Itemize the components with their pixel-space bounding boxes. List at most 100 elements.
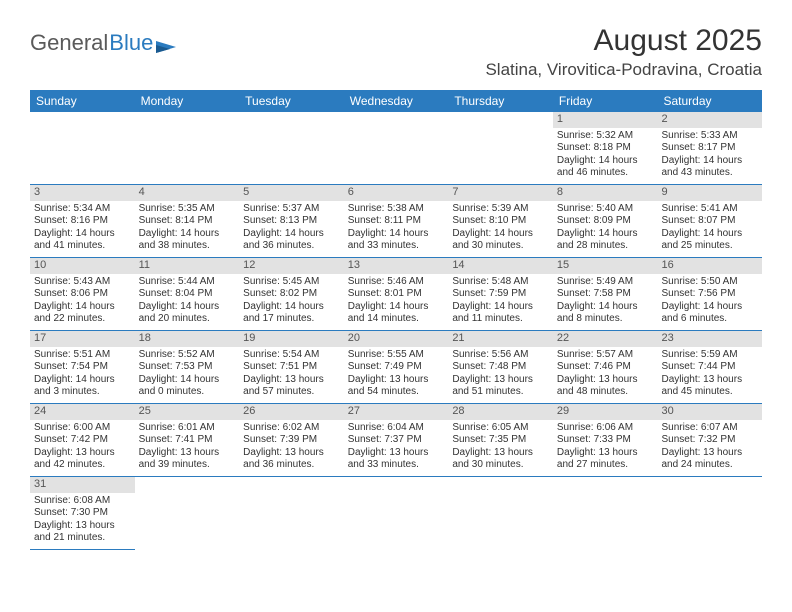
day-body: Sunrise: 5:38 AMSunset: 8:11 PMDaylight:… — [344, 201, 449, 257]
day-sunset: Sunset: 7:35 PM — [452, 434, 549, 447]
day-daylight1: Daylight: 14 hours — [243, 301, 340, 314]
day-sunset: Sunset: 7:49 PM — [348, 361, 445, 374]
day-sunrise: Sunrise: 5:52 AM — [139, 349, 236, 362]
day-sunrise: Sunrise: 5:45 AM — [243, 276, 340, 289]
day-body: Sunrise: 5:39 AMSunset: 8:10 PMDaylight:… — [448, 201, 553, 257]
calendar-cell — [553, 477, 658, 550]
day-header-row: Sunday Monday Tuesday Wednesday Thursday… — [30, 90, 762, 112]
day-daylight1: Daylight: 13 hours — [34, 447, 131, 460]
day-body: Sunrise: 5:40 AMSunset: 8:09 PMDaylight:… — [553, 201, 658, 257]
day-number: 22 — [553, 331, 658, 347]
day-number: 3 — [30, 185, 135, 201]
week-row: 31Sunrise: 6:08 AMSunset: 7:30 PMDayligh… — [30, 477, 762, 550]
day-sunrise: Sunrise: 5:41 AM — [661, 203, 758, 216]
day-sunset: Sunset: 8:01 PM — [348, 288, 445, 301]
calendar-cell: 20Sunrise: 5:55 AMSunset: 7:49 PMDayligh… — [344, 331, 449, 403]
day-header-sun: Sunday — [30, 90, 135, 112]
day-number: 6 — [344, 185, 449, 201]
day-number: 5 — [239, 185, 344, 201]
day-daylight1: Daylight: 14 hours — [348, 228, 445, 241]
calendar-cell — [135, 477, 240, 550]
day-sunset: Sunset: 7:56 PM — [661, 288, 758, 301]
day-sunset: Sunset: 7:30 PM — [34, 507, 131, 520]
day-number: 11 — [135, 258, 240, 274]
day-daylight1: Daylight: 14 hours — [34, 374, 131, 387]
weeks-container: 1Sunrise: 5:32 AMSunset: 8:18 PMDaylight… — [30, 112, 762, 550]
day-daylight2: and 14 minutes. — [348, 313, 445, 326]
calendar-cell: 21Sunrise: 5:56 AMSunset: 7:48 PMDayligh… — [448, 331, 553, 403]
day-daylight1: Daylight: 14 hours — [661, 228, 758, 241]
day-number: 10 — [30, 258, 135, 274]
day-sunrise: Sunrise: 5:49 AM — [557, 276, 654, 289]
calendar-cell: 9Sunrise: 5:41 AMSunset: 8:07 PMDaylight… — [657, 185, 762, 257]
day-daylight2: and 54 minutes. — [348, 386, 445, 399]
calendar-cell: 23Sunrise: 5:59 AMSunset: 7:44 PMDayligh… — [657, 331, 762, 403]
day-daylight1: Daylight: 14 hours — [34, 301, 131, 314]
day-body: Sunrise: 6:08 AMSunset: 7:30 PMDaylight:… — [30, 493, 135, 549]
day-body: Sunrise: 6:02 AMSunset: 7:39 PMDaylight:… — [239, 420, 344, 476]
day-number: 24 — [30, 404, 135, 420]
calendar-cell: 18Sunrise: 5:52 AMSunset: 7:53 PMDayligh… — [135, 331, 240, 403]
day-body: Sunrise: 5:43 AMSunset: 8:06 PMDaylight:… — [30, 274, 135, 330]
calendar-cell: 3Sunrise: 5:34 AMSunset: 8:16 PMDaylight… — [30, 185, 135, 257]
calendar-cell — [30, 112, 135, 184]
day-sunrise: Sunrise: 5:54 AM — [243, 349, 340, 362]
day-sunset: Sunset: 8:17 PM — [661, 142, 758, 155]
calendar-cell: 26Sunrise: 6:02 AMSunset: 7:39 PMDayligh… — [239, 404, 344, 476]
day-daylight2: and 43 minutes. — [661, 167, 758, 180]
day-daylight1: Daylight: 14 hours — [557, 155, 654, 168]
day-daylight1: Daylight: 13 hours — [557, 374, 654, 387]
title-block: August 2025 Slatina, Virovitica-Podravin… — [485, 24, 762, 80]
day-body: Sunrise: 5:46 AMSunset: 8:01 PMDaylight:… — [344, 274, 449, 330]
day-number: 18 — [135, 331, 240, 347]
day-body: Sunrise: 6:07 AMSunset: 7:32 PMDaylight:… — [657, 420, 762, 476]
calendar-cell: 19Sunrise: 5:54 AMSunset: 7:51 PMDayligh… — [239, 331, 344, 403]
day-sunset: Sunset: 7:41 PM — [139, 434, 236, 447]
day-sunset: Sunset: 7:37 PM — [348, 434, 445, 447]
day-daylight1: Daylight: 13 hours — [452, 374, 549, 387]
day-daylight1: Daylight: 14 hours — [557, 301, 654, 314]
calendar-cell: 22 Sunrise: 5:57 AMSunset: 7:46 PMDayligh… — [553, 331, 658, 403]
day-header-sat: Saturday — [657, 90, 762, 112]
day-body: Sunrise: 5:33 AMSunset: 8:17 PMDaylight:… — [657, 128, 762, 184]
day-daylight1: Daylight: 14 hours — [34, 228, 131, 241]
day-sunrise: Sunrise: 5:38 AM — [348, 203, 445, 216]
calendar-cell: 25Sunrise: 6:01 AMSunset: 7:41 PMDayligh… — [135, 404, 240, 476]
day-daylight2: and 33 minutes. — [348, 240, 445, 253]
day-daylight2: and 46 minutes. — [557, 167, 654, 180]
day-body: Sunrise: 5:56 AMSunset: 7:48 PMDaylight:… — [448, 347, 553, 403]
day-daylight2: and 30 minutes. — [452, 240, 549, 253]
location: Slatina, Virovitica-Podravina, Croatia — [485, 60, 762, 80]
day-daylight1: Daylight: 14 hours — [452, 228, 549, 241]
day-daylight2: and 24 minutes. — [661, 459, 758, 472]
day-number: 30 — [657, 404, 762, 420]
day-sunset: Sunset: 7:48 PM — [452, 361, 549, 374]
calendar-cell: 17Sunrise: 5:51 AMSunset: 7:54 PMDayligh… — [30, 331, 135, 403]
calendar-cell: 15Sunrise: 5:49 AMSunset: 7:58 PMDayligh… — [553, 258, 658, 330]
day-header-mon: Monday — [135, 90, 240, 112]
calendar-cell — [239, 477, 344, 550]
day-body: Sunrise: 5:49 AMSunset: 7:58 PMDaylight:… — [553, 274, 658, 330]
calendar-cell: 14Sunrise: 5:48 AMSunset: 7:59 PMDayligh… — [448, 258, 553, 330]
day-daylight2: and 33 minutes. — [348, 459, 445, 472]
day-sunset: Sunset: 8:18 PM — [557, 142, 654, 155]
day-sunrise: Sunrise: 5:57 AM — [557, 349, 654, 362]
day-number: 9 — [657, 185, 762, 201]
day-sunset: Sunset: 7:46 PM — [557, 361, 654, 374]
day-daylight1: Daylight: 13 hours — [34, 520, 131, 533]
day-daylight2: and 3 minutes. — [34, 386, 131, 399]
day-sunset: Sunset: 8:09 PM — [557, 215, 654, 228]
day-daylight1: Daylight: 13 hours — [348, 447, 445, 460]
day-sunrise: Sunrise: 5:34 AM — [34, 203, 131, 216]
day-sunrise: Sunrise: 5:33 AM — [661, 130, 758, 143]
day-sunrise: Sunrise: 6:00 AM — [34, 422, 131, 435]
day-sunrise: Sunrise: 5:51 AM — [34, 349, 131, 362]
day-body: Sunrise: 5:51 AMSunset: 7:54 PMDaylight:… — [30, 347, 135, 403]
calendar-cell — [448, 477, 553, 550]
day-sunrise: Sunrise: 5:59 AM — [661, 349, 758, 362]
day-daylight1: Daylight: 13 hours — [243, 447, 340, 460]
day-daylight1: Daylight: 14 hours — [243, 228, 340, 241]
day-number: 20 — [344, 331, 449, 347]
day-number: 25 — [135, 404, 240, 420]
calendar-cell: 5Sunrise: 5:37 AMSunset: 8:13 PMDaylight… — [239, 185, 344, 257]
